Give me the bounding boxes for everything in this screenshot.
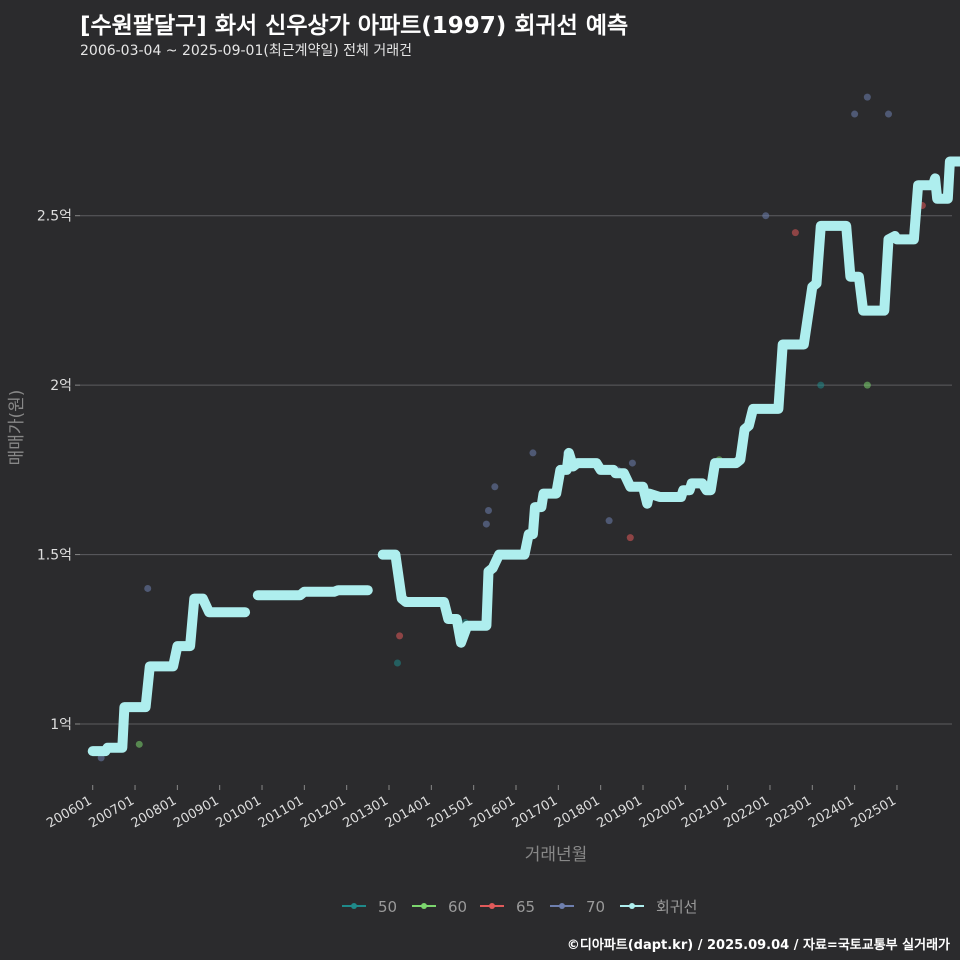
legend-swatch-dot bbox=[421, 903, 427, 909]
data-point-65 bbox=[396, 632, 404, 640]
regression-segment bbox=[87, 593, 251, 757]
data-point-70 bbox=[851, 110, 859, 118]
data-point-50 bbox=[393, 659, 401, 667]
x-tick-label: 201601 bbox=[468, 793, 518, 831]
legend-swatch-dot bbox=[629, 903, 635, 909]
x-tick-label: 202301 bbox=[764, 793, 814, 831]
x-tick-label: 201201 bbox=[298, 793, 348, 831]
x-tick-label: 202101 bbox=[679, 793, 729, 831]
legend-swatch-dot bbox=[559, 903, 565, 909]
chart-subtitle: 2006-03-04 ~ 2025-09-01(최근계약일) 전체 거래건 bbox=[80, 43, 412, 59]
x-tick-label: 201401 bbox=[383, 793, 433, 831]
x-tick-label: 202201 bbox=[721, 793, 771, 831]
legend-label-65: 65 bbox=[516, 898, 535, 916]
chart-title: [수원팔달구] 화서 신우상가 아파트(1997) 회귀선 예측 bbox=[80, 13, 629, 39]
grid bbox=[80, 215, 952, 725]
data-point-60 bbox=[135, 740, 143, 748]
x-tick-label: 201001 bbox=[214, 793, 264, 831]
regression-segment bbox=[377, 156, 960, 648]
data-point-70 bbox=[97, 754, 105, 762]
legend: 50 60 65 70 회귀선 bbox=[342, 898, 697, 916]
y-axis-title: 매매가(원) bbox=[7, 390, 27, 466]
x-tick-label: 201101 bbox=[256, 793, 306, 831]
legend-label-50: 50 bbox=[378, 898, 397, 916]
x-tick-label: 201501 bbox=[425, 793, 475, 831]
data-point-70 bbox=[482, 520, 490, 528]
x-tick-label: 201901 bbox=[595, 793, 645, 831]
data-point-70 bbox=[628, 459, 636, 467]
data-point-65 bbox=[626, 534, 634, 542]
y-tick-label: 1억 bbox=[50, 717, 72, 733]
regression-line bbox=[87, 156, 960, 757]
y-tick-label: 2.5억 bbox=[37, 209, 72, 225]
scatter-points bbox=[97, 93, 926, 762]
x-tick-label: 202001 bbox=[637, 793, 687, 831]
data-point-70 bbox=[529, 449, 537, 457]
x-tick-label: 200601 bbox=[44, 793, 94, 831]
data-point-50 bbox=[817, 381, 825, 389]
data-point-70 bbox=[605, 517, 613, 525]
x-tick-label: 201301 bbox=[341, 793, 391, 831]
legend-label-60: 60 bbox=[448, 898, 467, 916]
data-point-70 bbox=[491, 483, 499, 491]
legend-swatch-dot bbox=[489, 903, 495, 909]
x-tick-label: 202501 bbox=[848, 793, 898, 831]
axes: 1억 1.5억 2억 2.5억 2006012007012008012009012010… bbox=[7, 209, 899, 865]
x-tick-label: 200801 bbox=[129, 793, 179, 831]
x-tick-label: 201701 bbox=[510, 793, 560, 831]
legend-label-regression: 회귀선 bbox=[656, 898, 697, 916]
data-point-70 bbox=[762, 212, 770, 220]
data-point-70 bbox=[144, 584, 152, 592]
x-tick-label: 200701 bbox=[87, 793, 137, 831]
x-tick-label: 201801 bbox=[552, 793, 602, 831]
data-point-70 bbox=[885, 110, 893, 118]
regression-segment bbox=[252, 585, 373, 601]
data-point-70 bbox=[484, 507, 492, 515]
data-point-65 bbox=[791, 229, 799, 237]
legend-swatch-dot bbox=[351, 903, 357, 909]
legend-label-70: 70 bbox=[586, 898, 605, 916]
x-tick-label: 200901 bbox=[171, 793, 221, 831]
x-tick-label: 202401 bbox=[806, 793, 856, 831]
data-point-60 bbox=[863, 381, 871, 389]
source-credit: ©디아파트(dapt.kr) / 2025.09.04 / 자료=국토교통부 실… bbox=[566, 938, 950, 953]
y-tick-label: 1.5억 bbox=[37, 548, 72, 564]
x-axis-title: 거래년월 bbox=[525, 845, 588, 865]
y-tick-label: 2억 bbox=[50, 378, 72, 394]
data-point-70 bbox=[863, 93, 871, 101]
